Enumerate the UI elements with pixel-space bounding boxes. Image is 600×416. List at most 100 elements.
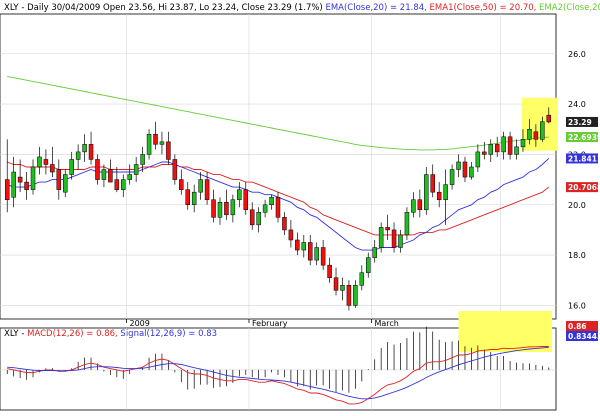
candle-body	[179, 179, 184, 190]
candle-body	[340, 285, 345, 291]
candle-body	[127, 174, 132, 180]
candle-body	[50, 164, 55, 173]
candle-body	[546, 114, 552, 123]
candle-body	[95, 159, 100, 180]
candle-body	[430, 174, 435, 193]
candle-body	[37, 156, 42, 168]
candle-body	[436, 191, 442, 200]
signal-line	[7, 346, 549, 400]
candle-body	[520, 139, 526, 148]
candle-body	[262, 204, 268, 213]
candle-body	[56, 169, 62, 190]
candle-body	[101, 169, 107, 180]
candle-body	[333, 277, 339, 291]
candle-body	[11, 171, 16, 198]
candle-body	[372, 247, 377, 258]
candle-body	[417, 199, 423, 211]
candle-body	[282, 217, 287, 231]
ema-layer	[7, 75, 550, 251]
candle-body	[69, 159, 74, 175]
candle-body	[159, 141, 165, 145]
highlight-layer	[521, 97, 558, 151]
candle-body	[108, 169, 113, 183]
price-tags: 23.29 22.6939 21.8411 20.7068	[566, 116, 600, 193]
candle-body	[275, 196, 281, 218]
macd-histogram	[6, 326, 550, 393]
macd-header-macd: MACD(12,26) = 0.86,	[27, 329, 118, 339]
price-tag-label: 22.6939	[568, 133, 600, 142]
candle-body	[256, 212, 261, 226]
candle-body	[488, 144, 494, 155]
candle-body	[82, 144, 87, 153]
candle-body	[269, 196, 274, 205]
candle-body	[449, 169, 455, 185]
candle-body	[166, 141, 171, 160]
highlight-box	[521, 97, 558, 151]
candle-body	[191, 191, 197, 206]
candle-body	[230, 199, 236, 216]
ema200-line	[7, 75, 549, 151]
header-lo: Lo 23.24,	[199, 3, 239, 13]
candle-body	[482, 151, 487, 155]
candle-body	[198, 179, 203, 193]
price-tag-bg	[566, 182, 598, 193]
candle-body	[404, 212, 410, 236]
candle-body	[398, 234, 403, 248]
candle-body	[456, 161, 461, 170]
price-tag-bg	[566, 153, 598, 164]
candle-body	[211, 199, 216, 218]
price-tag-label: 23.29	[568, 118, 592, 127]
candle-body	[172, 159, 178, 180]
candle-body	[353, 285, 358, 306]
candle-body	[462, 161, 468, 178]
candle-body	[540, 121, 545, 140]
candle-body	[133, 164, 139, 175]
candle-body	[327, 264, 332, 278]
candle-body	[514, 146, 519, 155]
header-close: Close 23.29 (1.7%)	[242, 3, 323, 13]
price-tick-label: 20.0	[568, 201, 586, 210]
price-tick-label: 18.0	[568, 251, 586, 260]
candle-body	[507, 136, 513, 155]
candle-body	[295, 239, 300, 251]
candle-body	[185, 189, 190, 205]
price-grid	[0, 14, 556, 319]
candle-body	[469, 166, 474, 178]
candle-body	[314, 247, 319, 261]
candle-layer	[4, 107, 552, 311]
candle-body	[43, 159, 49, 165]
macd-tag-bg	[566, 321, 598, 331]
candle-body	[237, 189, 242, 200]
price-tag-bg	[566, 116, 598, 127]
macd-highlight	[458, 311, 552, 352]
x-tick-label: February	[252, 319, 288, 328]
candle-body	[366, 257, 371, 273]
chart-header: XLY - Daily 30/04/2009 Open 23.56, Hi 23…	[4, 3, 600, 13]
price-tag-label: 20.7068	[568, 183, 600, 192]
candle-body	[494, 144, 500, 153]
price-tag-bg	[566, 132, 598, 143]
candle-body	[307, 242, 313, 261]
macd-tag-label: 0.86	[568, 322, 587, 331]
macd-line	[7, 346, 549, 405]
price-tag-label: 21.8411	[568, 154, 600, 163]
candle-body	[391, 229, 397, 248]
candle-body	[4, 179, 10, 200]
price-y-axis: 16.018.020.022.024.026.0	[568, 50, 586, 311]
macd-header: XLY - MACD(12,26) = 0.86, Signal(12,26,9…	[4, 329, 217, 339]
macd-tag-bg	[566, 331, 598, 341]
candle-body	[75, 151, 81, 160]
candle-body	[140, 154, 145, 165]
candle-body	[411, 199, 416, 213]
macd-header-signal: Signal(12,26,9) = 0.83	[120, 329, 217, 339]
candle-body	[249, 209, 255, 226]
header-ema50: EMA1(Close,50) = 20.70,	[430, 3, 537, 13]
candle-body	[301, 242, 307, 251]
header-date: 30/04/2009	[51, 3, 100, 13]
candle-body	[385, 227, 390, 231]
header-hi: Hi 23.87,	[158, 3, 197, 13]
candle-body	[114, 179, 120, 190]
candle-body	[346, 285, 352, 306]
x-tick-label: 2009	[129, 319, 149, 328]
macd-tags: 0.860.834439	[566, 321, 600, 341]
